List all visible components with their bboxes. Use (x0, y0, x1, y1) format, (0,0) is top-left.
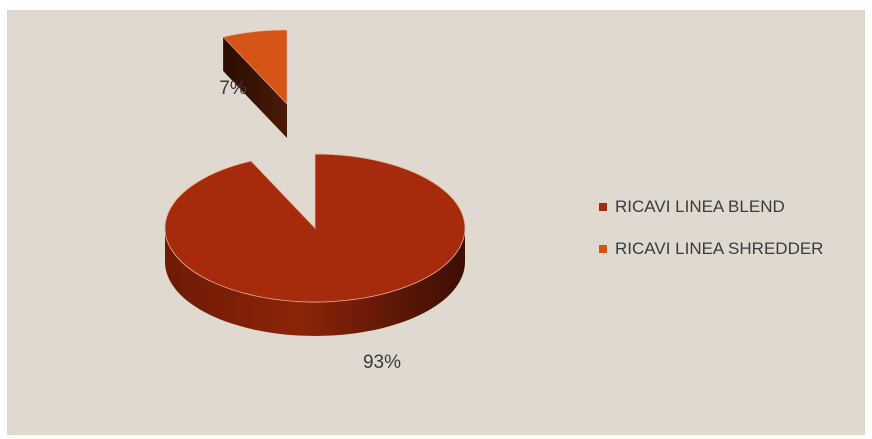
legend-item-blend: RICAVI LINEA BLEND (599, 196, 823, 218)
slice-side-shredder-left (223, 37, 287, 138)
legend-label-blend: RICAVI LINEA BLEND (615, 197, 785, 216)
legend-item-shredder: RICAVI LINEA SHREDDER (599, 238, 823, 260)
pie-chart: 7% 93% (164, 29, 466, 373)
slice-shredder (222, 29, 288, 105)
data-label-shredder: 7% (219, 78, 247, 99)
legend-swatch-blend (599, 203, 607, 211)
slice-blend (164, 153, 466, 303)
data-label-blend: 93% (363, 352, 401, 373)
slice-side-blend (165, 228, 465, 336)
legend: RICAVI LINEA BLEND RICAVI LINEA SHREDDER (599, 196, 823, 280)
legend-label-shredder: RICAVI LINEA SHREDDER (615, 239, 824, 258)
legend-swatch-shredder (599, 245, 607, 253)
chart-area: 7% 93% RICAVI LINEA BLEND RICAVI LINEA S… (7, 10, 865, 435)
